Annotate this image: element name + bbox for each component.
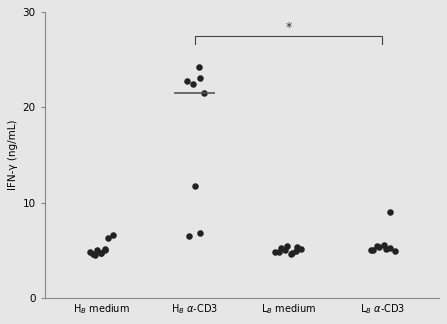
Point: [93, 248, 101, 253]
Point: [375, 245, 382, 250]
Point: [101, 247, 108, 252]
Point: [369, 248, 376, 253]
Point: [386, 246, 393, 251]
Point: [288, 251, 295, 257]
Point: [283, 244, 290, 249]
Point: [195, 64, 202, 69]
Point: [86, 249, 93, 255]
Point: [97, 250, 105, 256]
Point: [293, 245, 300, 250]
Point: [97, 250, 105, 256]
Point: [381, 243, 388, 248]
Point: [186, 233, 193, 238]
Y-axis label: IFN-γ (ng/mL): IFN-γ (ng/mL): [8, 120, 18, 190]
Point: [373, 244, 380, 249]
Point: [189, 81, 196, 86]
Text: *: *: [286, 21, 292, 34]
Point: [383, 247, 390, 252]
Point: [197, 230, 204, 236]
Point: [289, 250, 296, 256]
Point: [276, 249, 283, 255]
Point: [201, 91, 208, 96]
Point: [110, 232, 117, 237]
Point: [391, 249, 398, 254]
Point: [92, 252, 99, 258]
Point: [197, 75, 204, 81]
Point: [191, 184, 198, 189]
Point: [367, 248, 375, 253]
Point: [281, 248, 288, 253]
Point: [386, 210, 393, 215]
Point: [101, 248, 108, 253]
Point: [184, 78, 191, 83]
Point: [105, 235, 112, 240]
Point: [292, 249, 299, 254]
Point: [272, 249, 279, 255]
Point: [278, 246, 285, 251]
Point: [297, 247, 304, 252]
Point: [90, 251, 97, 257]
